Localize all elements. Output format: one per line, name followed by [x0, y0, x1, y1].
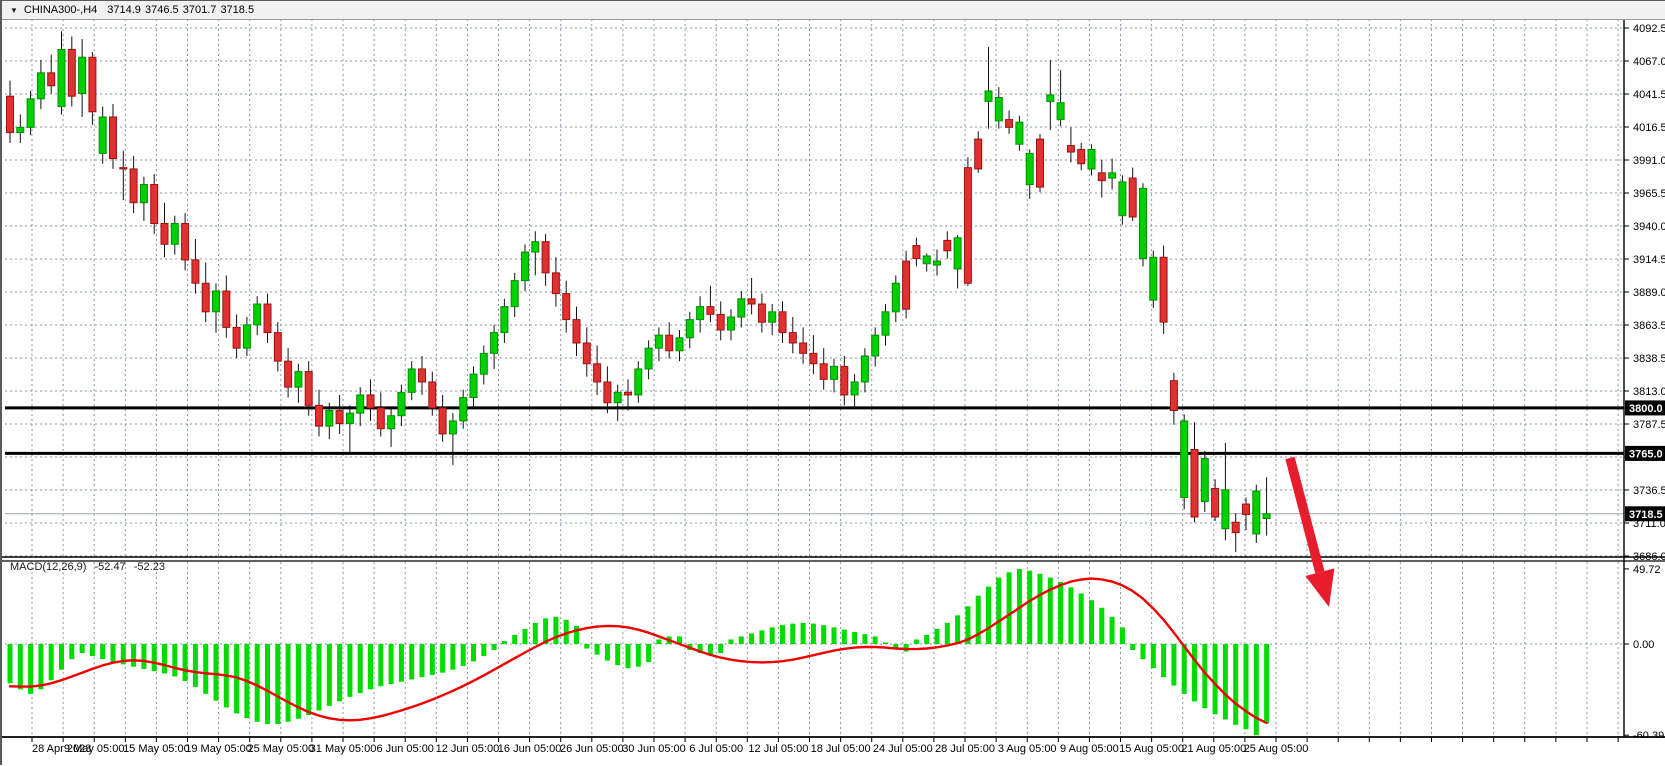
svg-text:3787.5: 3787.5: [1633, 419, 1665, 431]
svg-text:6 Jul 05:00: 6 Jul 05:00: [689, 743, 743, 755]
svg-text:3686.0: 3686.0: [1633, 551, 1665, 563]
macd-name: MACD(12,26,9): [10, 561, 87, 573]
pane-frame: [2, 19, 1665, 738]
svg-text:3914.5: 3914.5: [1633, 254, 1665, 266]
svg-text:3736.5: 3736.5: [1633, 485, 1665, 497]
svg-text:3813.0: 3813.0: [1633, 386, 1665, 398]
low-value: 3701.7: [182, 4, 217, 16]
svg-text:3863.5: 3863.5: [1633, 320, 1665, 332]
svg-text:3965.5: 3965.5: [1633, 188, 1665, 200]
svg-text:24 Jul 05:00: 24 Jul 05:00: [873, 743, 933, 755]
svg-text:30 Jun 05:00: 30 Jun 05:00: [622, 743, 686, 755]
svg-text:6 Jun 05:00: 6 Jun 05:00: [376, 743, 434, 755]
svg-text:3 Aug 05:00: 3 Aug 05:00: [998, 743, 1057, 755]
ohlc-readout: 3714.9 3746.5 3701.7 3718.5: [107, 4, 255, 16]
macd-histogram: [7, 568, 1270, 736]
svg-text:3940.0: 3940.0: [1633, 221, 1665, 233]
macd-value: -52.47: [94, 561, 126, 573]
svg-text:16 Jun 05:00: 16 Jun 05:00: [498, 743, 562, 755]
svg-text:9 Aug 05:00: 9 Aug 05:00: [1060, 743, 1119, 755]
macd-signal-line: [8, 577, 1268, 725]
svg-text:4067.0: 4067.0: [1633, 56, 1665, 68]
macd-signal-value: -52.23: [133, 561, 165, 573]
horizontal-lines-layer[interactable]: [5, 406, 1624, 455]
svg-text:18 Jul 05:00: 18 Jul 05:00: [811, 743, 871, 755]
svg-text:3765.0: 3765.0: [1629, 448, 1663, 460]
macd-indicator-label: MACD(12,26,9) -52.47 -52.23: [10, 561, 170, 573]
svg-text:3991.0: 3991.0: [1633, 155, 1665, 167]
open-value: 3714.9: [107, 4, 141, 16]
svg-text:28 Apr 2023: 28 Apr 2023: [32, 743, 91, 755]
svg-text:12 Jul 05:00: 12 Jul 05:00: [748, 743, 808, 755]
svg-text:19 May 05:00: 19 May 05:00: [185, 743, 252, 755]
svg-text:3718.5: 3718.5: [1629, 509, 1663, 521]
svg-text:3800.0: 3800.0: [1629, 403, 1663, 415]
svg-text:4092.5: 4092.5: [1633, 23, 1665, 35]
close-value: 3718.5: [220, 4, 255, 16]
chart-titlebar: ▼ CHINA300-,H4 3714.9 3746.5 3701.7 3718…: [2, 1, 1665, 20]
svg-text:3889.0: 3889.0: [1633, 287, 1665, 299]
svg-text:49.72: 49.72: [1633, 564, 1661, 576]
svg-text:15 May 05:00: 15 May 05:00: [123, 743, 190, 755]
price-tags: 3800.0 3765.0 3718.5: [1625, 400, 1665, 522]
svg-text:15 Aug 05:00: 15 Aug 05:00: [1119, 743, 1184, 755]
symbol-dropdown-icon[interactable]: ▼: [10, 5, 18, 15]
svg-text:28 Jul 05:00: 28 Jul 05:00: [935, 743, 995, 755]
svg-text:31 May 05:00: 31 May 05:00: [310, 743, 377, 755]
svg-text:9 May 05:00: 9 May 05:00: [64, 743, 125, 755]
svg-text:3838.5: 3838.5: [1633, 353, 1665, 365]
candles-layer: [6, 31, 1271, 553]
svg-text:26 Jun 05:00: 26 Jun 05:00: [560, 743, 624, 755]
svg-text:12 Jun 05:00: 12 Jun 05:00: [436, 743, 500, 755]
svg-text:4016.5: 4016.5: [1633, 122, 1665, 134]
svg-text:25 Aug 05:00: 25 Aug 05:00: [1244, 743, 1309, 755]
high-value: 3746.5: [145, 4, 179, 16]
symbol-period-label: CHINA300-,H4: [23, 4, 98, 16]
svg-text:4041.5: 4041.5: [1633, 89, 1665, 101]
svg-text:0.00: 0.00: [1633, 639, 1654, 651]
trend-arrow-annotation[interactable]: [1285, 456, 1335, 607]
svg-text:21 Aug 05:00: 21 Aug 05:00: [1181, 743, 1246, 755]
svg-text:25 May 05:00: 25 May 05:00: [247, 743, 314, 755]
grid-layer: [5, 19, 1624, 737]
